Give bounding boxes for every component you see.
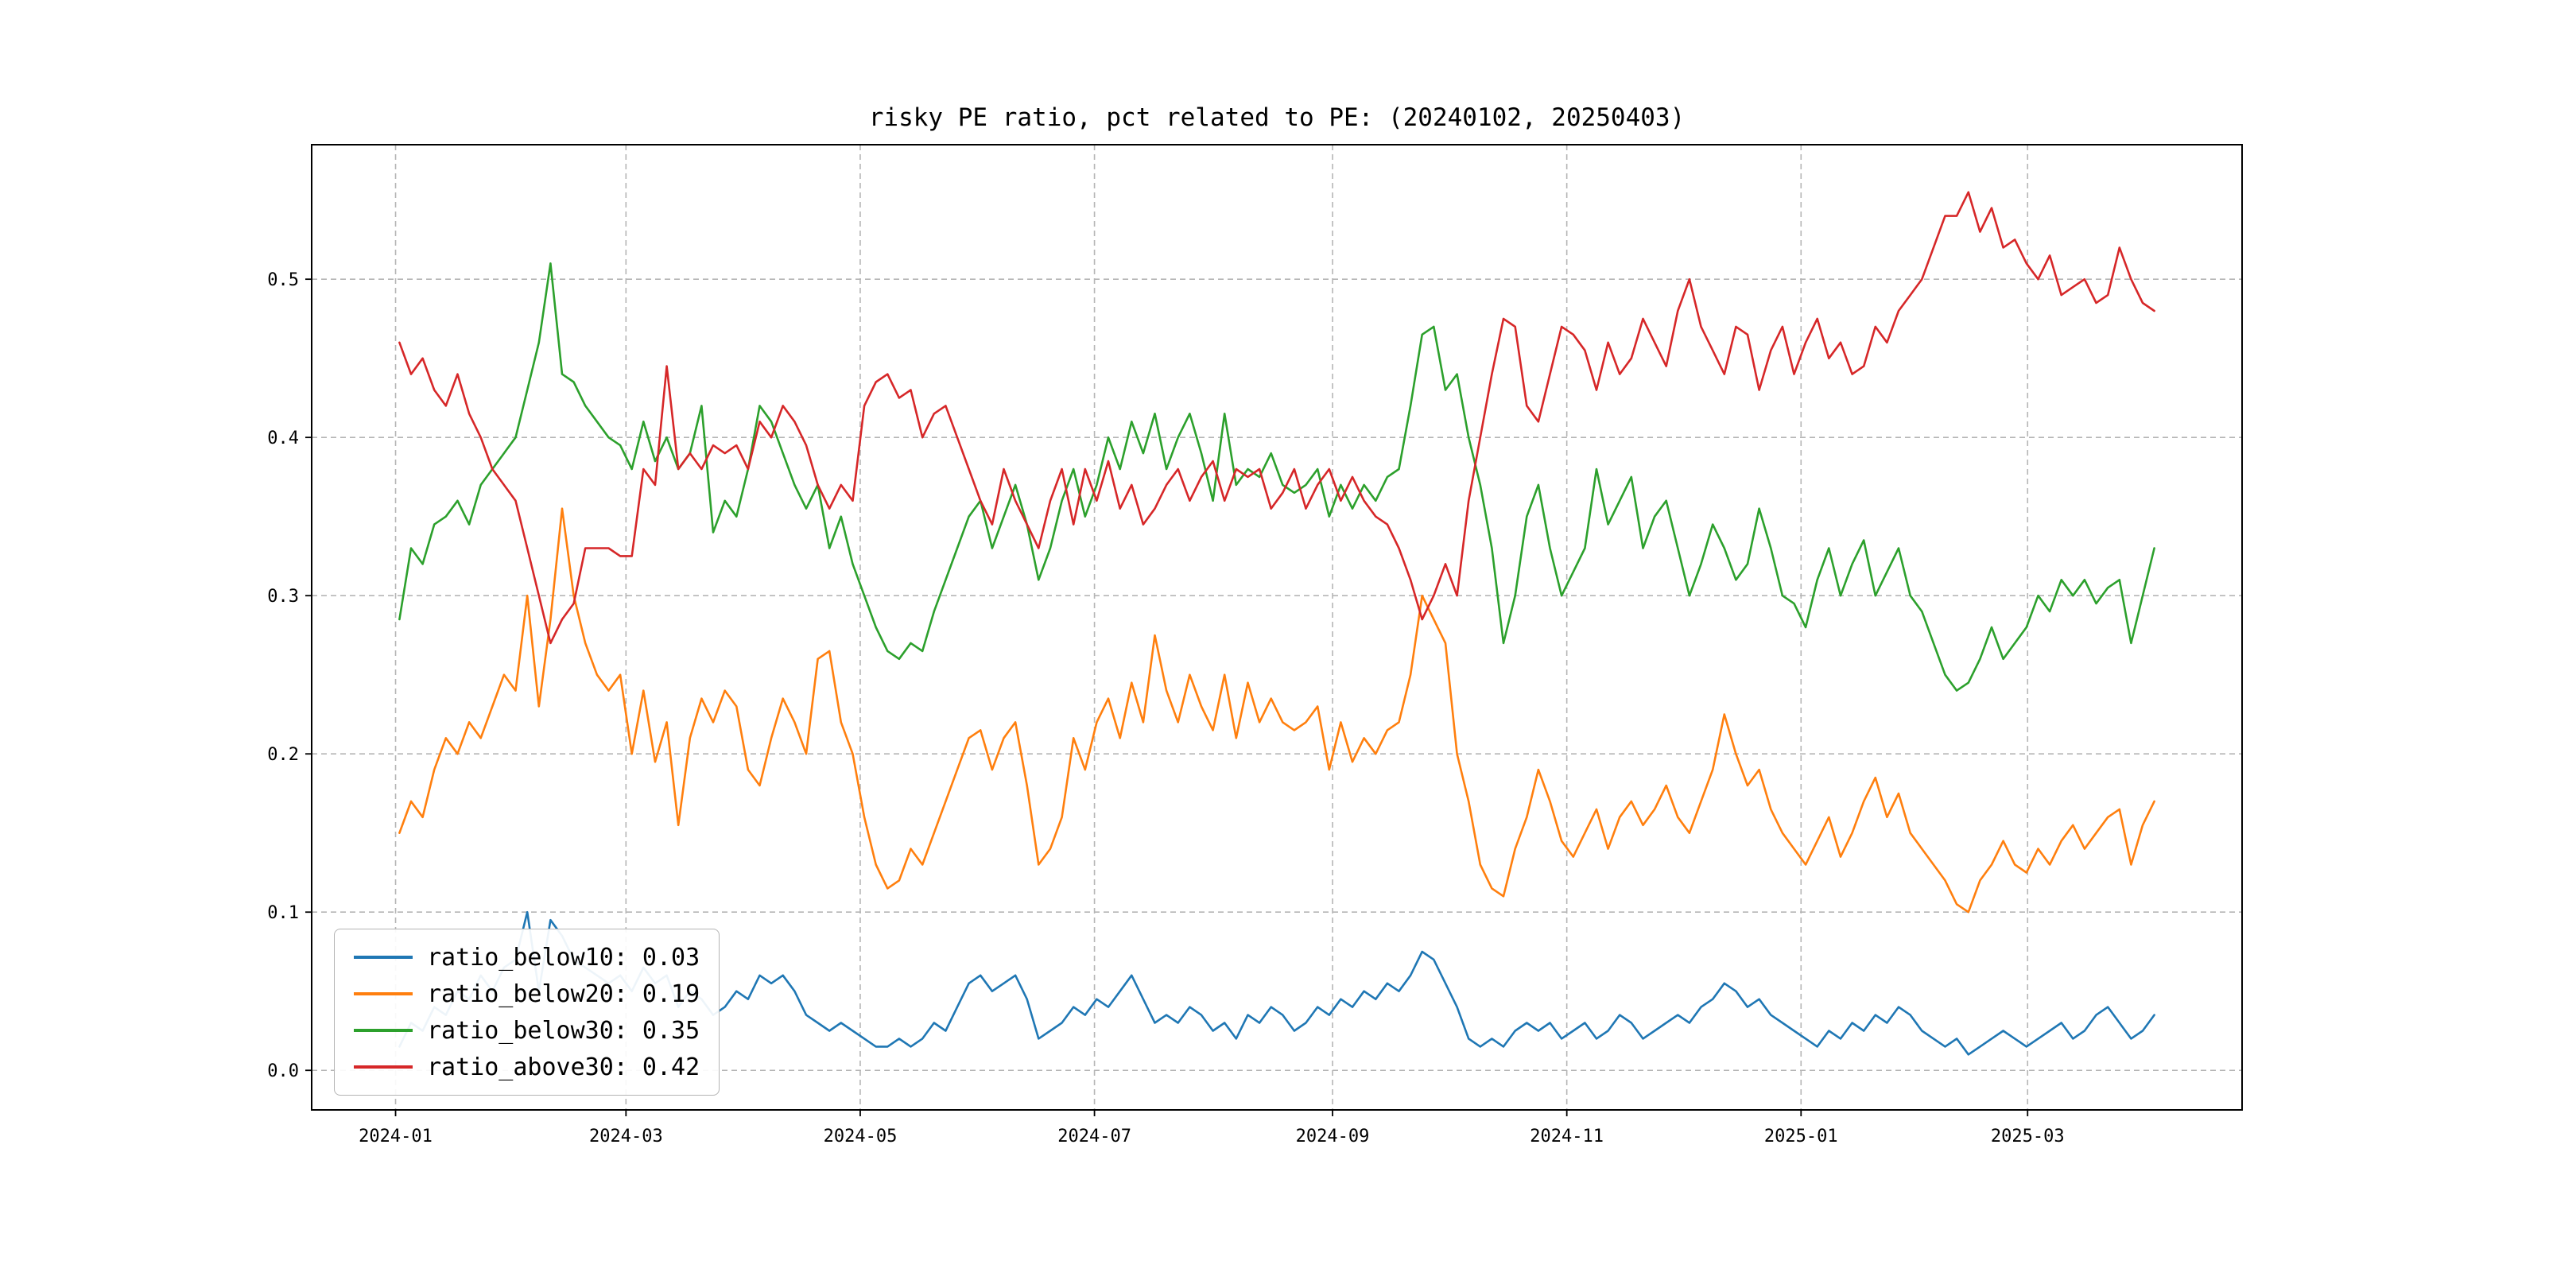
legend-item: ratio_above30: 0.42 [354, 1049, 700, 1085]
x-tick-label: 2024-07 [1057, 1127, 1131, 1146]
legend-item: ratio_below10: 0.03 [354, 939, 700, 976]
series-line-ratio_above30 [398, 191, 2155, 645]
legend-label: ratio_below10: 0.03 [427, 943, 700, 972]
series-line-ratio_below20 [398, 507, 2155, 914]
x-tick-label: 2024-09 [1296, 1127, 1370, 1146]
x-tick-label: 2024-01 [359, 1127, 433, 1146]
y-tick-label: 0.3 [267, 587, 299, 607]
x-tick-label: 2025-01 [1764, 1127, 1838, 1146]
legend-item: ratio_below20: 0.19 [354, 976, 700, 1012]
x-tick-label: 2024-11 [1530, 1127, 1604, 1146]
series-line-ratio_below30 [398, 262, 2155, 692]
x-tick-label: 2024-03 [589, 1127, 663, 1146]
chart-title: risky PE ratio, pct related to PE: (2024… [868, 103, 1686, 132]
y-tick-label: 0.4 [267, 429, 299, 448]
x-tick-label: 2025-03 [1991, 1127, 2065, 1146]
legend: ratio_below10: 0.03 ratio_below20: 0.19 … [334, 929, 720, 1096]
legend-label: ratio_above30: 0.42 [427, 1053, 700, 1081]
legend-item: ratio_below30: 0.35 [354, 1012, 700, 1049]
legend-line-swatch [354, 1029, 413, 1032]
legend-line-swatch [354, 1065, 413, 1069]
y-tick-label: 0.1 [267, 903, 299, 923]
legend-line-swatch [354, 992, 413, 995]
legend-line-swatch [354, 956, 413, 959]
legend-label: ratio_below20: 0.19 [427, 980, 700, 1008]
plot-border [311, 144, 2243, 1111]
y-tick-label: 0.2 [267, 745, 299, 765]
y-tick-label: 0.5 [267, 270, 299, 290]
legend-label: ratio_below30: 0.35 [427, 1016, 700, 1045]
x-tick-label: 2024-05 [824, 1127, 898, 1146]
y-tick-label: 0.0 [267, 1061, 299, 1081]
